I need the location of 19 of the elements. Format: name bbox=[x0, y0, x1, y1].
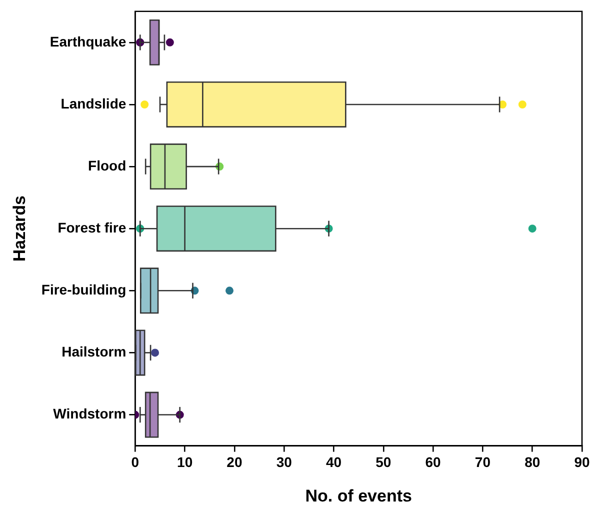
x-tick-label: 60 bbox=[425, 454, 442, 470]
x-tick-label: 10 bbox=[177, 454, 193, 470]
y-tick-label: Landslide bbox=[60, 95, 126, 112]
y-tick-label: Fire-building bbox=[41, 282, 126, 298]
y-tick-label: Forest fire bbox=[58, 219, 126, 236]
y-tick-label: Windstorm bbox=[53, 406, 126, 422]
x-tick-label: 30 bbox=[276, 454, 292, 470]
x-axis-title: No. of events bbox=[305, 486, 412, 506]
x-tick-label: 40 bbox=[326, 454, 342, 470]
y-tick-label: Earthquake bbox=[50, 33, 126, 50]
x-tick-label: 20 bbox=[226, 454, 242, 470]
y-tick-label: Hailstorm bbox=[62, 344, 126, 360]
x-tick-label: 50 bbox=[376, 454, 392, 470]
x-tick-label: 90 bbox=[574, 454, 590, 470]
x-tick-label: 0 bbox=[131, 454, 140, 470]
y-tick-label: Flood bbox=[88, 157, 126, 174]
x-tick-label: 80 bbox=[524, 454, 540, 470]
y-axis-title: Hazards bbox=[10, 196, 29, 262]
x-tick-label: 70 bbox=[474, 454, 491, 470]
